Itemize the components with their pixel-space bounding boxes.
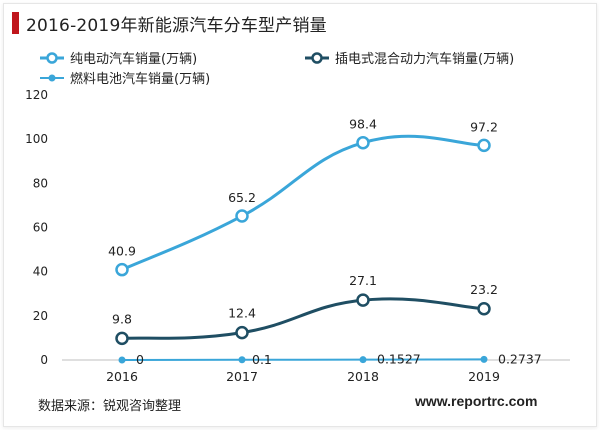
data-point [356, 293, 370, 307]
data-point [115, 331, 129, 346]
x-tick-label: 2018 [347, 369, 379, 384]
series-line [121, 297, 485, 340]
legend-swatch-marker [48, 74, 56, 82]
legend-label: 燃料电池汽车销量(万辆) [70, 71, 210, 87]
x-tick-label: 2017 [226, 369, 258, 384]
data-label: 98.4 [349, 117, 377, 132]
data-label: 27.1 [349, 273, 377, 288]
legend-swatch-marker [311, 52, 323, 64]
data-point [477, 302, 491, 316]
data-point [477, 138, 491, 153]
y-tick-label: 40 [33, 265, 48, 279]
data-point [235, 209, 249, 223]
data-labels: 40.9 65.2 98.4 97.2 9.8 12.4 27.1 23.2 0 0.1 0.152… [108, 117, 542, 367]
data-label: 12.4 [228, 306, 256, 321]
series-lines [121, 134, 485, 361]
y-tick-label: 100 [25, 132, 48, 146]
chart-card [3, 3, 597, 427]
data-label: 0.1 [252, 352, 272, 367]
x-tick-label: 2016 [106, 369, 138, 384]
data-point [480, 355, 488, 363]
data-point [359, 356, 367, 364]
y-tick-label: 20 [33, 309, 48, 323]
data-point [118, 356, 126, 364]
y-tick-label: 120 [25, 88, 48, 102]
series-line [121, 358, 485, 361]
y-tick-label: 80 [33, 176, 48, 190]
data-label: 0.1527 [377, 352, 421, 367]
series-points [115, 135, 491, 364]
data-label: 0.2737 [498, 351, 542, 366]
data-point [235, 325, 249, 340]
data-point [238, 356, 246, 364]
data-label: 97.2 [470, 119, 498, 134]
legend-label: 插电式混合动力汽车销量(万辆) [335, 51, 514, 67]
legend-label: 纯电动汽车销量(万辆) [70, 51, 197, 67]
data-label: 40.9 [108, 244, 136, 259]
data-label: 0 [136, 352, 144, 367]
x-tick-label: 2019 [468, 369, 500, 384]
y-tick-label: 60 [33, 221, 48, 235]
source-note: 数据来源：锐观咨询整理 [38, 399, 182, 414]
website-label: www.reportrc.com [415, 393, 538, 409]
data-point [356, 135, 370, 150]
legend-swatch-marker [46, 52, 58, 64]
legend: 纯电动汽车销量(万辆) 插电式混合动力汽车销量(万辆) 燃料电池汽车销量(万辆) [40, 51, 514, 87]
chart-title: 2016-2019年新能源汽车分车型产销量 [26, 16, 327, 36]
data-point [115, 262, 129, 277]
data-label: 65.2 [228, 190, 256, 205]
series-line [121, 134, 485, 272]
y-tick-label: 0 [40, 353, 48, 367]
data-label: 9.8 [112, 311, 132, 326]
title-accent-bar [12, 12, 19, 34]
data-label: 23.2 [470, 282, 498, 297]
